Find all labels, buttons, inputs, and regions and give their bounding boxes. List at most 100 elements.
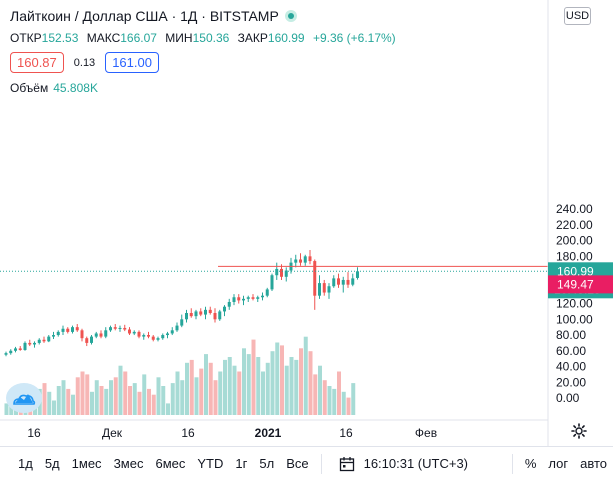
price-tick-label: 220.00 (556, 218, 593, 232)
volume-bar (199, 368, 204, 415)
candle-body (66, 328, 70, 332)
volume-bar (180, 380, 185, 415)
candle-body (284, 270, 288, 277)
candle-body (56, 331, 60, 336)
candle-body (256, 297, 260, 299)
symbol-title[interactable]: Лайткоин / Доллар США · 1Д · BITSTAMP (10, 8, 279, 24)
currency-button[interactable]: USD (564, 7, 591, 25)
candle-body (189, 313, 193, 317)
candle-body (237, 297, 241, 301)
auto-scale-button[interactable]: авто (580, 455, 607, 471)
price-scale[interactable]: 240.00220.00200.00180.00160.00140.00120.… (547, 0, 613, 446)
price-tick-label: 80.00 (556, 328, 586, 342)
chart-canvas[interactable]: 240.00220.00200.00180.00160.00140.00120.… (0, 0, 613, 446)
price-tick-label: 120.00 (556, 297, 593, 311)
gear-icon[interactable] (571, 423, 587, 444)
volume-bar (151, 394, 156, 415)
time-tick-label: 2021 (255, 426, 282, 440)
candle-body (90, 336, 93, 343)
volume-value: 45.808K (53, 81, 98, 95)
price-tick-label: 100.00 (556, 312, 593, 326)
calendar-icon[interactable] (338, 452, 356, 476)
volume-series (4, 336, 356, 415)
spread-value: 0.13 (73, 56, 96, 69)
candle-body (337, 278, 340, 285)
time-tick-label: 16 (181, 426, 195, 440)
tradingview-cloud-icon[interactable] (6, 383, 42, 413)
high-label: МАКС (86, 31, 121, 45)
candle-body (275, 268, 279, 276)
candle-body (308, 256, 312, 262)
volume-bar (275, 342, 280, 415)
volume-bar (351, 383, 356, 415)
volume-bar (147, 388, 151, 415)
candle-body (185, 313, 188, 320)
range-5d-button[interactable]: 5д (44, 455, 60, 471)
volume-bar (280, 345, 284, 415)
line-price-badge (548, 275, 613, 294)
volume-bar (80, 371, 85, 415)
range-all-button[interactable]: Все (286, 455, 309, 471)
candle-body (204, 309, 207, 315)
range-1d-button[interactable]: 1д (18, 455, 33, 471)
volume-bar (170, 383, 175, 415)
range-1y-button[interactable]: 1г (235, 455, 248, 471)
price-tick-label: 180.00 (556, 249, 593, 263)
candle-body (265, 289, 269, 296)
volume-bar (284, 365, 289, 415)
price-tick-label: 240.00 (556, 202, 593, 216)
volume-bar (299, 348, 303, 415)
candle-body (246, 297, 250, 299)
volume-bar (208, 362, 213, 415)
high-value: 166.07 (120, 31, 157, 45)
volume-bar (313, 374, 318, 415)
time-tick-label: Фев (415, 426, 437, 440)
toolbar-divider (320, 453, 322, 474)
candle-body (52, 335, 55, 337)
volume-bar (47, 391, 52, 415)
candle-body (113, 327, 117, 329)
candle-body (356, 271, 359, 278)
time-scale[interactable]: 16 Дек 16 2021 16 Фев (0, 419, 548, 440)
symbol-legend: Лайткоин / Доллар США · 1Д · BITSTAMP (10, 8, 297, 24)
volume-bar (318, 365, 322, 415)
percent-scale-button[interactable]: % (524, 455, 537, 471)
range-1m-button[interactable]: 1мес (71, 455, 102, 471)
candle-body (299, 259, 302, 263)
timezone-clock[interactable]: 16:10:31 (UTC+3) (363, 455, 469, 471)
candle-body (28, 342, 32, 345)
candle-body (47, 336, 51, 342)
buy-button[interactable]: 161.00 (105, 52, 159, 73)
candle-body (156, 338, 160, 340)
volume-bar (56, 386, 61, 415)
low-value: 150.36 (192, 31, 230, 45)
candle-body (180, 319, 184, 326)
volume-bar (223, 359, 227, 415)
sell-button[interactable]: 160.87 (10, 52, 64, 73)
candle-body (341, 279, 345, 285)
volume-bar (99, 386, 104, 415)
range-3m-button[interactable]: 3мес (113, 455, 144, 471)
candle-body (85, 338, 89, 343)
volume-bar (85, 374, 90, 415)
candle-body (142, 335, 146, 337)
range-ytd-button[interactable]: YTD (197, 455, 224, 471)
candle-body (99, 333, 103, 337)
range-6m-button[interactable]: 6мес (155, 455, 186, 471)
bottom-toolbar: 1д 5д 1мес 3мес 6мес YTD 1г 5л Все 16:10… (0, 446, 613, 480)
volume-bar (90, 391, 94, 415)
toolbar-divider (511, 453, 513, 474)
volume-label[interactable]: Объём (10, 81, 49, 95)
candle-body (251, 297, 255, 299)
price-series (4, 250, 359, 357)
volume-bar (128, 386, 132, 415)
volume-bar (66, 388, 71, 415)
candle-body (14, 348, 17, 351)
log-scale-button[interactable]: лог (548, 455, 569, 471)
candle-body (242, 298, 245, 301)
range-5y-button[interactable]: 5л (259, 455, 275, 471)
price-tick-label: 200.00 (556, 234, 593, 248)
volume-bar (175, 371, 180, 415)
price-tick-label: 20.00 (556, 375, 586, 389)
